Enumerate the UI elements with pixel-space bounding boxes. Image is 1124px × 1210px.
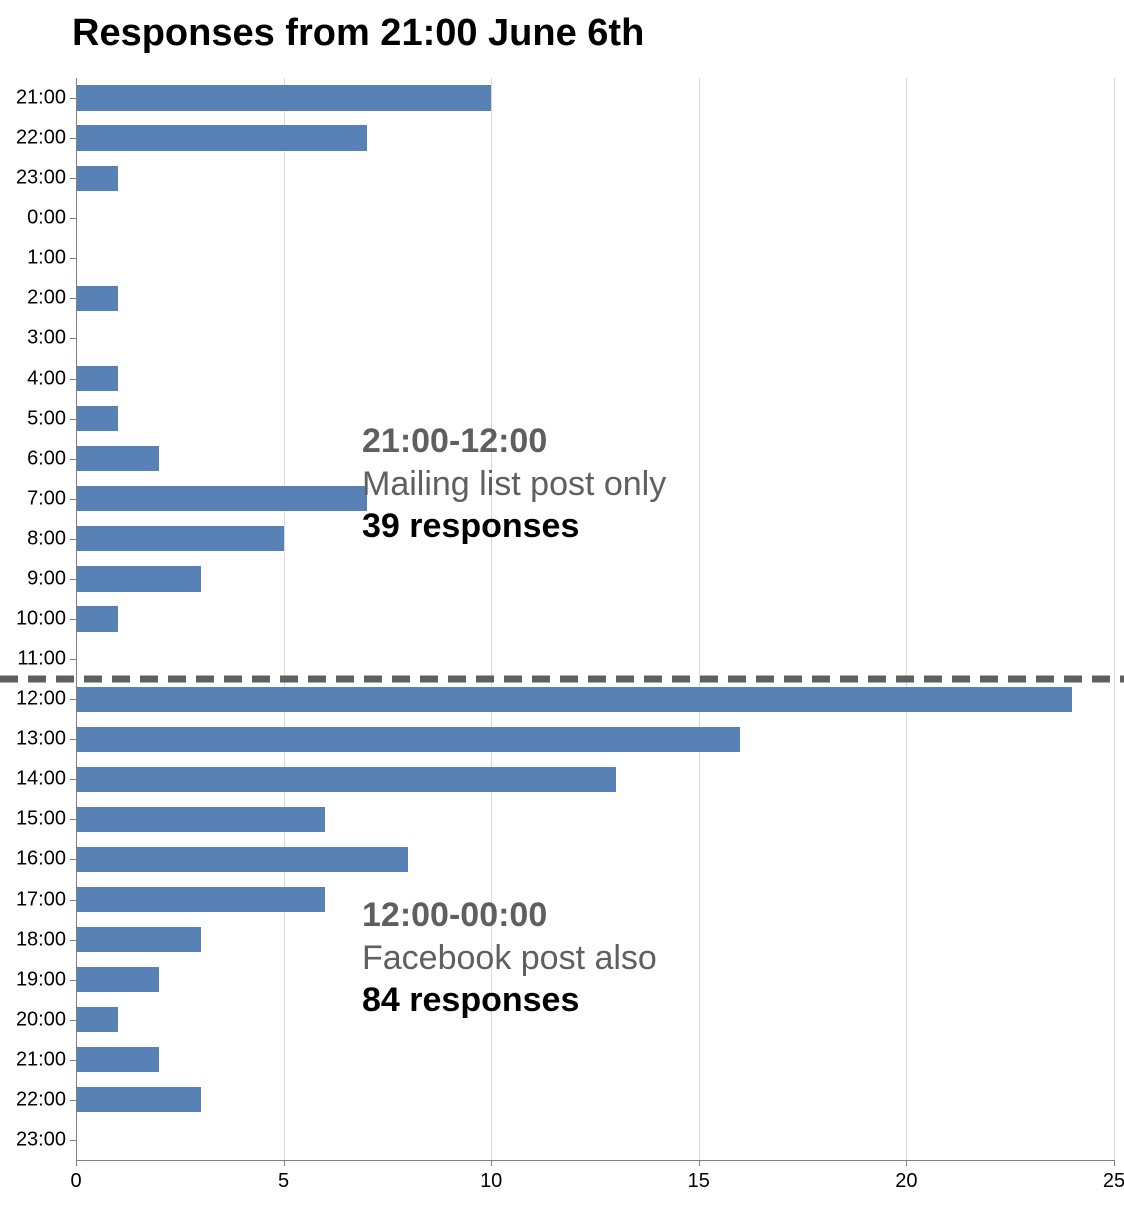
annotation-facebook: 12:00-00:00Facebook post also84 response… xyxy=(362,894,657,1022)
y-axis-line xyxy=(76,78,77,1160)
y-axis-label: 2:00 xyxy=(27,287,66,310)
section-divider xyxy=(0,676,1124,683)
y-axis-label: 13:00 xyxy=(16,728,66,751)
bar xyxy=(76,967,159,992)
y-axis-label: 16:00 xyxy=(16,848,66,871)
y-axis-label: 4:00 xyxy=(27,367,66,390)
bar xyxy=(76,847,408,872)
bar xyxy=(76,85,491,110)
y-axis-label: 8:00 xyxy=(27,527,66,550)
annotation-source: Facebook post also xyxy=(362,937,657,980)
bar xyxy=(76,406,118,431)
gridline xyxy=(906,78,907,1160)
annotation-mailing-list: 21:00-12:00Mailing list post only39 resp… xyxy=(362,420,666,548)
y-axis-label: 7:00 xyxy=(27,487,66,510)
y-axis-label: 20:00 xyxy=(16,1008,66,1031)
y-axis-label: 23:00 xyxy=(16,167,66,190)
y-axis-label: 3:00 xyxy=(27,327,66,350)
x-axis-label: 15 xyxy=(688,1170,710,1193)
y-axis-label: 10:00 xyxy=(16,608,66,631)
bar xyxy=(76,1047,159,1072)
y-axis-label: 22:00 xyxy=(16,127,66,150)
y-axis-label: 21:00 xyxy=(16,1048,66,1071)
x-tick xyxy=(1114,1160,1115,1166)
bar xyxy=(76,125,367,150)
bar xyxy=(76,1087,201,1112)
bar xyxy=(76,767,616,792)
y-axis-label: 5:00 xyxy=(27,407,66,430)
annotation-range: 12:00-00:00 xyxy=(362,894,657,937)
y-axis-label: 0:00 xyxy=(27,207,66,230)
y-axis-label: 18:00 xyxy=(16,928,66,951)
y-axis-label: 1:00 xyxy=(27,247,66,270)
annotation-count: 84 responses xyxy=(362,979,657,1022)
y-axis-label: 9:00 xyxy=(27,567,66,590)
x-axis-label: 5 xyxy=(278,1170,289,1193)
bar xyxy=(76,606,118,631)
bar xyxy=(76,727,740,752)
annotation-range: 21:00-12:00 xyxy=(362,420,666,463)
chart-title: Responses from 21:00 June 6th xyxy=(72,12,644,55)
bar xyxy=(76,887,325,912)
y-axis-label: 15:00 xyxy=(16,808,66,831)
x-axis-label: 10 xyxy=(480,1170,502,1193)
bar xyxy=(76,166,118,191)
responses-bar-chart: Responses from 21:00 June 6th 0 5 10 15 20 25… xyxy=(0,0,1124,1210)
bar xyxy=(76,526,284,551)
y-axis-label: 23:00 xyxy=(16,1128,66,1151)
gridline xyxy=(284,78,285,1160)
y-axis-label: 6:00 xyxy=(27,447,66,470)
bar xyxy=(76,286,118,311)
y-axis-label: 12:00 xyxy=(16,688,66,711)
annotation-source: Mailing list post only xyxy=(362,463,666,506)
y-axis-label: 11:00 xyxy=(17,648,66,671)
annotation-count: 39 responses xyxy=(362,505,666,548)
gridline xyxy=(699,78,700,1160)
gridline xyxy=(1114,78,1115,1160)
bar xyxy=(76,486,367,511)
bar xyxy=(76,1007,118,1032)
y-axis-label: 14:00 xyxy=(16,768,66,791)
x-axis-label: 0 xyxy=(70,1170,81,1193)
y-axis-label: 19:00 xyxy=(16,968,66,991)
bar xyxy=(76,927,201,952)
x-axis-label: 25 xyxy=(1103,1170,1124,1193)
x-axis-line xyxy=(76,1160,1114,1161)
bar xyxy=(76,366,118,391)
bar xyxy=(76,807,325,832)
y-axis-label: 21:00 xyxy=(16,87,66,110)
bar xyxy=(76,566,201,591)
x-axis-label: 20 xyxy=(895,1170,917,1193)
y-axis-label: 22:00 xyxy=(16,1088,66,1111)
bar xyxy=(76,446,159,471)
y-axis-label: 17:00 xyxy=(16,888,66,911)
bar xyxy=(76,687,1072,712)
